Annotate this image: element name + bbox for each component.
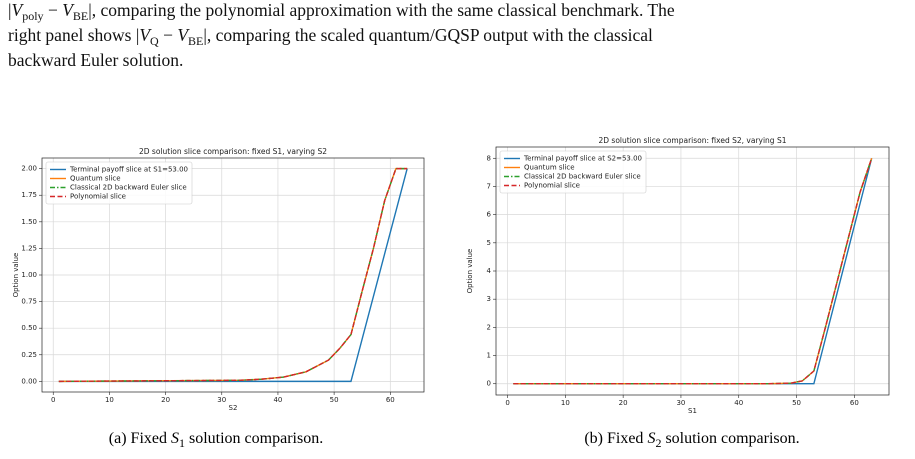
math: − [158, 25, 178, 45]
math: poly [22, 9, 44, 23]
x-tick-label: 10 [105, 396, 114, 404]
math: BE [72, 9, 89, 23]
y-tick-label: 1 [487, 352, 491, 360]
legend-label: Terminal payoff slice at S1=53.00 [69, 166, 188, 174]
chart-title: 2D solution slice comparison: fixed S1, … [139, 147, 327, 156]
y-tick-label: 8 [487, 154, 491, 162]
y-tick-label: 0.00 [21, 377, 37, 385]
x-tick-label: 20 [161, 396, 170, 404]
math: V [177, 25, 189, 45]
y-tick-label: 4 [487, 267, 492, 275]
y-tick-label: 5 [487, 239, 491, 247]
x-tick-label: 60 [386, 396, 395, 404]
y-tick-label: 7 [487, 182, 491, 190]
text: |, comparing the scaled quantum/GQSP out… [203, 25, 653, 45]
y-tick-label: 0.50 [21, 324, 37, 332]
text: (a) Fixed [108, 430, 171, 447]
y-tick-label: 1.25 [21, 244, 37, 252]
series-line [58, 168, 408, 383]
x-tick-label: 60 [850, 399, 859, 407]
math: V [62, 0, 73, 20]
math: Q [150, 34, 159, 48]
y-tick-label: 0.25 [21, 351, 37, 359]
math: BE [188, 34, 204, 48]
series-line [58, 167, 408, 383]
x-tick-label: 30 [217, 396, 226, 404]
text: backward Euler solution. [8, 50, 184, 70]
x-tick-label: 20 [619, 399, 628, 407]
legend-label: Quantum slice [524, 164, 575, 172]
x-tick-label: 50 [792, 399, 801, 407]
x-tick-label: 10 [561, 399, 570, 407]
y-tick-label: 6 [487, 211, 492, 219]
y-tick-label: 1.00 [21, 271, 37, 279]
y-tick-label: 2.00 [21, 165, 37, 173]
plot-frame [41, 157, 425, 393]
legend-label: Polynomial slice [70, 193, 126, 201]
y-tick-label: 0 [487, 380, 491, 388]
x-tick-label: 50 [330, 396, 339, 404]
plot-frame [495, 146, 890, 396]
x-tick-label: 40 [273, 396, 282, 404]
series-line [513, 158, 873, 385]
x-axis-label: S1 [688, 407, 697, 415]
y-tick-label: 2 [487, 323, 491, 331]
legend-label: Classical 2D backward Euler slice [524, 173, 641, 181]
text: solution comparison. [661, 430, 800, 447]
y-tick-label: 1.75 [21, 191, 37, 199]
paragraph-line: right panel shows |VQ − VBE|, comparing … [8, 25, 653, 49]
math: S [647, 430, 656, 447]
text: right panel shows | [8, 25, 140, 45]
text: | [8, 0, 12, 20]
y-axis-label: Option value [12, 253, 20, 298]
legend-label: Polynomial slice [524, 182, 580, 190]
x-tick-label: 30 [676, 399, 685, 407]
text: (b) Fixed [584, 430, 648, 447]
y-axis-label: Option value [466, 249, 474, 294]
math: 2 [655, 436, 662, 450]
math: 1 [178, 436, 185, 450]
caption: (a) Fixed S1 solution comparison. [60, 430, 372, 451]
legend-box [499, 150, 647, 194]
x-tick-label: 0 [51, 396, 55, 404]
caption: (b) Fixed S2 solution comparison. [536, 430, 848, 451]
legend-label: Classical 2D backward Euler slice [70, 184, 187, 192]
x-axis-label: S2 [229, 404, 238, 412]
legend-box [45, 161, 193, 205]
chart-title: 2D solution slice comparison: fixed S2, … [599, 136, 787, 145]
paragraph-line: |Vpoly − VBE|, comparing the polynomial … [8, 0, 675, 24]
y-tick-label: 3 [487, 295, 491, 303]
legend-label: Quantum slice [70, 175, 121, 183]
math: V [11, 0, 23, 20]
legend-label: Terminal payoff slice at S2=53.00 [523, 155, 642, 163]
text: solution comparison. [184, 430, 324, 447]
text: |, comparing the polynomial approximatio… [88, 0, 675, 20]
math: V [139, 25, 151, 45]
paragraph-line: backward Euler solution. [8, 50, 183, 71]
x-tick-label: 40 [734, 399, 743, 407]
math: − [43, 0, 63, 20]
x-tick-label: 0 [505, 399, 509, 407]
y-tick-label: 0.75 [21, 298, 37, 306]
y-tick-label: 1.50 [21, 218, 37, 226]
math: S [170, 430, 179, 447]
